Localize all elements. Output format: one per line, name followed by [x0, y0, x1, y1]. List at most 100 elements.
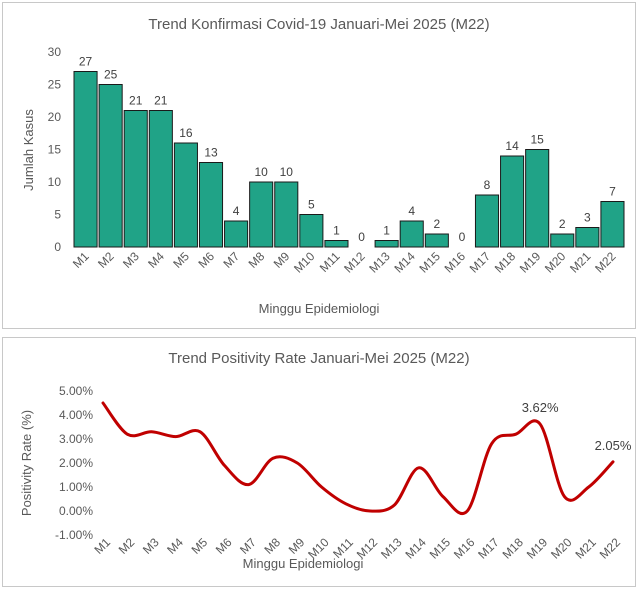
- bar-x-tick-label: M10: [291, 249, 318, 276]
- bar-value-label: 5: [308, 198, 315, 212]
- bar-y-tick-label: 10: [48, 175, 62, 189]
- bar: [600, 201, 625, 248]
- line-x-tick-label: M18: [500, 535, 527, 562]
- bar-y-tick-label: 5: [54, 208, 61, 222]
- bar-value-label: 0: [459, 230, 466, 244]
- bar-y-tick-label: 30: [48, 45, 62, 59]
- line-x-tick-label: M22: [597, 535, 624, 562]
- bar-x-tick-label: M22: [592, 249, 619, 276]
- bar-x-tick-label: M7: [221, 249, 243, 271]
- bar-x-tick-label: M18: [492, 249, 519, 276]
- line-x-tick-label: M16: [451, 535, 478, 562]
- bar: [123, 110, 148, 248]
- line-x-tick-label: M14: [402, 535, 429, 562]
- bar-value-label: 14: [505, 139, 519, 153]
- bar-value-label: 3: [584, 211, 591, 225]
- bar-value-label: 10: [280, 165, 294, 179]
- line-x-tick-label: M13: [378, 535, 405, 562]
- bar: [73, 71, 98, 248]
- bar-value-label: 13: [204, 146, 218, 160]
- line-x-tick-label: M7: [237, 535, 259, 557]
- bar-value-label: 21: [129, 94, 143, 108]
- bar-x-tick-label: M8: [246, 249, 268, 271]
- bar-chart: Trend Konfirmasi Covid-19 Januari-Mei 20…: [21, 16, 625, 316]
- line-x-tick-label: M5: [189, 535, 211, 557]
- bar-value-label: 16: [179, 126, 193, 140]
- bar-x-tick-label: M1: [70, 249, 92, 271]
- bar-y-tick-label: 15: [48, 143, 62, 157]
- line-y-tick-label: 5.00%: [59, 384, 93, 398]
- bar: [98, 84, 123, 248]
- bar: [274, 181, 299, 248]
- bar-chart-y-axis-title: Jumlah Kasus: [21, 109, 36, 191]
- line-data-label: 3.62%: [522, 400, 559, 415]
- bar-x-tick-label: M11: [317, 249, 343, 275]
- bar-value-label: 1: [383, 224, 390, 238]
- bar: [399, 220, 424, 248]
- line-data-label: 2.05%: [595, 438, 632, 453]
- bar: [474, 194, 500, 248]
- line-x-tick-label: M2: [116, 535, 138, 557]
- line-x-tick-label: M17: [475, 535, 502, 562]
- bar: [324, 240, 349, 248]
- bar-x-tick-label: M13: [366, 249, 393, 276]
- bar-value-label: 27: [79, 55, 93, 69]
- bar-x-tick-label: M4: [145, 249, 167, 271]
- bar-chart-x-axis-title: Minggu Epidemiologi: [259, 301, 380, 316]
- bar-value-label: 1: [333, 224, 340, 238]
- bar-x-tick-label: M16: [442, 249, 469, 276]
- bar-x-tick-label: M5: [170, 249, 192, 271]
- bar: [299, 214, 324, 248]
- line-x-tick-label: M3: [140, 535, 162, 557]
- bar: [374, 240, 399, 248]
- bar-value-label: 4: [233, 204, 240, 218]
- bar-value-label: 8: [484, 178, 491, 192]
- line-y-tick-label: 4.00%: [59, 408, 93, 422]
- bar-x-tick-label: M3: [120, 249, 142, 271]
- bar-value-label: 0: [358, 230, 365, 244]
- bar-x-tick-label: M6: [195, 249, 217, 271]
- line-chart-title: Trend Positivity Rate Januari-Mei 2025 (…: [168, 350, 469, 367]
- bar-x-tick-label: M12: [341, 249, 368, 276]
- bar: [575, 227, 600, 248]
- bar: [550, 233, 575, 248]
- bar-x-tick-label: M2: [95, 249, 117, 271]
- bar-value-label: 2: [559, 217, 566, 231]
- line-chart-y-axis-title: Positivity Rate (%): [19, 410, 34, 516]
- line-x-tick-label: M6: [213, 535, 235, 557]
- bar-x-tick-label: M19: [517, 249, 544, 276]
- positivity-rate-line: [101, 401, 615, 515]
- bar-x-tick-label: M20: [542, 249, 569, 276]
- line-chart: Trend Positivity Rate Januari-Mei 2025 (…: [19, 350, 632, 571]
- line-chart-x-axis-title: Minggu Epidemiologi: [243, 556, 364, 571]
- bar-value-label: 2: [433, 217, 440, 231]
- line-y-tick-label: 1.00%: [59, 480, 93, 494]
- bar: [198, 162, 224, 248]
- bar: [525, 149, 550, 248]
- bar-x-tick-label: M21: [567, 249, 594, 276]
- line-y-tick-label: -1.00%: [55, 528, 93, 542]
- bar-x-tick-label: M15: [417, 249, 444, 276]
- line-y-tick-label: 2.00%: [59, 456, 93, 470]
- line-x-tick-label: M4: [164, 535, 186, 557]
- bar-x-tick-label: M14: [391, 249, 418, 276]
- line-y-tick-label: 0.00%: [59, 504, 93, 518]
- line-chart-panel: Trend Positivity Rate Januari-Mei 2025 (…: [2, 337, 636, 587]
- bar-y-tick-label: 0: [54, 240, 61, 254]
- bar-x-tick-label: M17: [467, 249, 494, 276]
- line-y-tick-label: 3.00%: [59, 432, 93, 446]
- bar-y-tick-label: 25: [48, 78, 62, 92]
- bar: [500, 155, 525, 248]
- bar: [224, 220, 249, 248]
- line-x-tick-label: M9: [286, 535, 308, 557]
- bar: [148, 110, 173, 248]
- bar: [424, 233, 449, 248]
- bar-chart-panel: Trend Konfirmasi Covid-19 Januari-Mei 20…: [2, 2, 636, 329]
- bar: [249, 181, 274, 248]
- bar-y-tick-label: 20: [48, 110, 62, 124]
- bar-value-label: 21: [154, 94, 168, 108]
- line-x-tick-label: M20: [548, 535, 575, 562]
- bar-value-label: 4: [408, 204, 415, 218]
- line-x-tick-label: M15: [427, 535, 454, 562]
- bar: [173, 142, 198, 248]
